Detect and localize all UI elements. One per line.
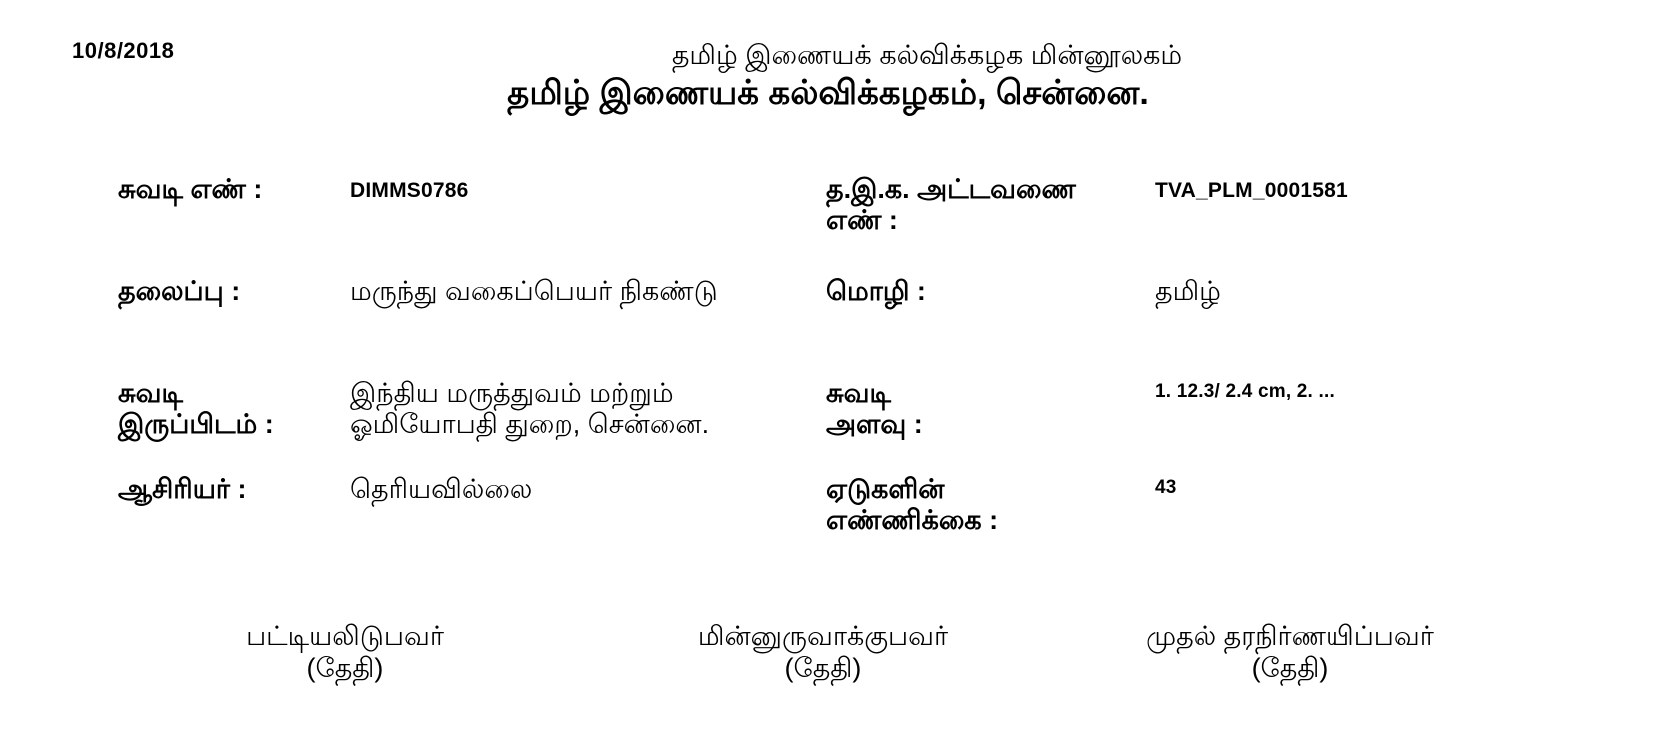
signature-role: மின்னுருவாக்குபவர் [697, 621, 949, 651]
field-label-line: சுவடி [826, 378, 891, 408]
page-title: தமிழ் இணையக் கல்விக்கழகம், சென்னை. [507, 74, 1149, 112]
field-value-language: தமிழ் [1155, 276, 1221, 307]
field-label-line: தலைப்பு : [118, 276, 241, 306]
field-label-leaf-count: ஏடுகளின் எண்ணிக்கை : [826, 474, 998, 536]
field-value-line: மருந்து வகைப்பெயர் நிகண்டு [350, 276, 718, 306]
field-label-line: சுவடி [118, 378, 183, 408]
field-label-manuscript-size: சுவடி அளவு : [826, 378, 923, 440]
field-label-line: எண் : [826, 205, 898, 235]
field-value-line: இந்திய மருத்துவம் மற்றும் [350, 378, 674, 408]
signature-role: பட்டியலிடுபவர் [246, 621, 444, 651]
signature-block-cataloguer: பட்டியலிடுபவர் (தேதி) [246, 620, 444, 684]
field-label-line: மொழி : [826, 276, 926, 306]
field-value-line: ஓமியோபதி துறை, சென்னை. [350, 409, 710, 439]
field-label-line: இருப்பிடம் : [118, 409, 274, 439]
field-label-line: அளவு : [826, 409, 923, 439]
signature-date-label: (தேதி) [306, 653, 384, 683]
field-label-line: எண்ணிக்கை : [826, 505, 999, 535]
field-value-author: தெரியவில்லை [350, 474, 532, 505]
field-label-manuscript-number: சுவடி எண் : [118, 174, 262, 205]
print-date: 10/8/2018 [72, 38, 175, 63]
signature-block-first-quality-assessor: முதல் தரநிர்ணயிப்பவர் (தேதி) [1146, 620, 1434, 684]
field-label-line: த.இ.க. அட்டவணை [826, 174, 1076, 204]
field-value-manuscript-number: DIMMS0786 [350, 174, 469, 204]
field-value-line: TVA_PLM_0001581 [1155, 179, 1348, 202]
field-value-line: தெரியவில்லை [350, 474, 533, 504]
field-value-manuscript-location: இந்திய மருத்துவம் மற்றும் ஓமியோபதி துறை,… [350, 378, 709, 440]
field-value-catalogue-number: TVA_PLM_0001581 [1155, 174, 1348, 204]
site-header: தமிழ் இணையக் கல்விக்கழக மின்னூலகம் [671, 40, 1183, 70]
field-value-line: 43 [1155, 477, 1177, 498]
field-label-line: சுவடி எண் : [118, 174, 263, 204]
field-label-author: ஆசிரியர் : [118, 474, 246, 505]
field-value-manuscript-size: 1. 12.3/ 2.4 cm, 2. ... [1155, 378, 1335, 404]
signature-date-label: (தேதி) [784, 653, 862, 683]
field-label-line: ஆசிரியர் : [118, 474, 247, 504]
field-label-line: ஏடுகளின் [826, 474, 945, 504]
field-label-catalogue-number: த.இ.க. அட்டவணை எண் : [826, 174, 1076, 236]
signature-block-digitizer: மின்னுருவாக்குபவர் (தேதி) [698, 620, 948, 684]
field-value-title: மருந்து வகைப்பெயர் நிகண்டு [350, 276, 718, 307]
field-label-language: மொழி : [826, 276, 926, 307]
signature-role: முதல் தரநிர்ணயிப்பவர் [1146, 621, 1434, 651]
field-label-manuscript-location: சுவடி இருப்பிடம் : [118, 378, 274, 440]
field-value-line: தமிழ் [1155, 276, 1221, 306]
field-label-title: தலைப்பு : [118, 276, 240, 307]
field-value-leaf-count: 43 [1155, 474, 1177, 500]
field-value-line: 1. 12.3/ 2.4 cm, 2. ... [1155, 381, 1335, 402]
signature-date-label: (தேதி) [1251, 653, 1329, 683]
field-value-line: DIMMS0786 [350, 179, 469, 202]
